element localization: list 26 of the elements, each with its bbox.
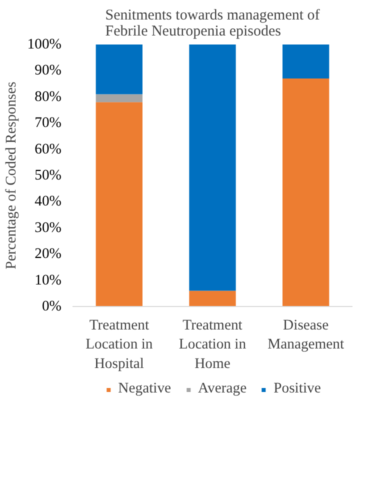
y-tick-label: 10% <box>34 272 62 288</box>
legend-label: Average <box>198 380 247 398</box>
y-tick-label: 40% <box>34 194 62 210</box>
y-tick-label: 90% <box>34 62 62 79</box>
bar <box>189 290 236 306</box>
y-tick-label: 80% <box>34 88 62 105</box>
y-tick-label: 0% <box>42 298 62 314</box>
legend-label: Negative <box>118 380 172 398</box>
x-tick-label: Disease Management <box>268 318 344 353</box>
bar <box>282 44 330 79</box>
bar <box>282 78 330 306</box>
y-tick-label: 70% <box>34 115 62 132</box>
bar <box>189 44 236 291</box>
y-tick-label: 30% <box>34 220 62 236</box>
y-tick-label: 20% <box>34 246 62 262</box>
bar <box>96 102 142 306</box>
chart-title: Senitments towards management of Febrile Neutropenia episodes <box>105 8 320 40</box>
y-tick-label: 50% <box>34 168 62 184</box>
y-tick-label: 60% <box>34 141 62 158</box>
x-tick-label: Treatment Location in Home <box>178 318 247 372</box>
y-axis-title: Percentage of Coded Responses <box>3 81 20 270</box>
legend-label: Positive <box>274 380 321 398</box>
bar <box>96 94 142 102</box>
y-tick-label: 100% <box>27 36 62 52</box>
bar <box>96 44 142 94</box>
x-tick-label: Treatment Location in Hospital <box>86 318 154 372</box>
